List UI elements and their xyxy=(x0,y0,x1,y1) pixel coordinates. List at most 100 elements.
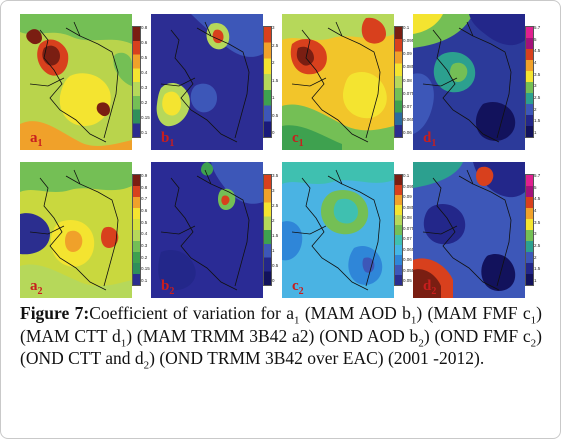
colorbar-tick-label: 1.5 xyxy=(272,233,279,238)
caption-text-1: Coefficient of variation for a xyxy=(89,303,294,323)
colorbar-tick-label: 4 xyxy=(534,60,537,65)
colorbar-tick-label: 0.4 xyxy=(141,70,148,75)
colorbar-tick-label: 1 xyxy=(272,248,275,253)
colorbar-tick-label: 0.09 xyxy=(403,51,412,57)
colorbar-tick-label: 2.5 xyxy=(534,243,541,248)
colorbar-tick-label: 0.2 xyxy=(141,254,148,260)
colorbar-tick-label: 5 xyxy=(534,184,537,190)
caption-sub-3: 1 xyxy=(530,314,537,327)
colorbar-tick-label: 2.5 xyxy=(534,95,541,100)
svg-text:c1: c1 xyxy=(292,130,304,149)
colorbar-tick-label: 3 xyxy=(534,83,537,89)
panel-c1: c1 0.1 0.095 0.09 0.085 0.08 0.075 0.07 0.065 0.… xyxy=(282,14,414,150)
colorbar-tick-label: 0.08 xyxy=(403,215,412,220)
colorbar-tick-label: 0.1 xyxy=(403,173,410,178)
map-d2: d2 xyxy=(413,162,525,298)
colorbar-tick-label: 0.15 xyxy=(141,115,150,120)
colorbar-tick-label: 3.5 xyxy=(272,173,279,178)
colorbar-tick-label: 0.085 xyxy=(403,64,415,70)
colorbar-tick-label: 4.5 xyxy=(534,48,541,54)
colorbar-tick-label: 1 xyxy=(272,95,275,100)
colorbar-tick-label: 0 xyxy=(272,278,275,283)
colorbar-b2 xyxy=(263,174,272,286)
colorbar-tick-label: 0.2 xyxy=(141,100,148,105)
colorbar-tick-label: 3 xyxy=(272,188,275,193)
colorbar-c1 xyxy=(394,26,403,138)
colorbar-tick-label: 0.3 xyxy=(141,243,148,248)
caption-text-5: ) (MAM TRMM 3B42 a2) (OND AOD b xyxy=(126,325,419,346)
colorbar-tick-label: 0.075 xyxy=(403,90,415,96)
panel-a2: a2 0.9 0.8 0.7 0.6 0.5 0.4 0.3 0.2 0.15 0.1 xyxy=(20,162,150,298)
panel-d2: d2 5.7 5 4.5 4 3.5 3 2.5 2 1.5 1 xyxy=(413,162,541,298)
colorbar-tick-label: 3 xyxy=(272,25,275,30)
colorbar-tick-label: 0.8 xyxy=(141,25,148,30)
caption-label: Figure 7: xyxy=(20,303,90,323)
caption-sub-5: 2 xyxy=(418,337,424,349)
panel-c2: c2 0.1 0.095 0.09 0.085 0.08 0.075 0.07 0.065 0.… xyxy=(282,162,414,298)
colorbar-tick-label: 0.1 xyxy=(403,25,410,30)
colorbar-tick-label: 0.08 xyxy=(403,77,412,83)
colorbar-tick-label: 1 xyxy=(534,278,537,283)
caption-text-8: ) (OND TRMM 3B42 over EAC) (2001 -2012). xyxy=(149,348,485,368)
panel-a1: a1 0.8 0.6 0.5 0.4 0.3 0.2 0.15 0.1 xyxy=(20,14,150,150)
colorbar-tick-label: 0.8 xyxy=(141,184,148,190)
colorbar-c2 xyxy=(394,174,403,286)
colorbar-a1 xyxy=(132,26,141,138)
caption-text-3: ) (MAM FMF c xyxy=(416,303,531,323)
colorbar-tick-label: 0.095 xyxy=(403,38,415,44)
panel-b2: b2 3.5 3 2.5 2 1.5 1 0.5 0 xyxy=(151,162,279,298)
colorbar-tick-label: 4 xyxy=(534,208,537,213)
colorbar-tick-label: 3.5 xyxy=(534,71,541,77)
colorbar-tick-label: 2 xyxy=(272,60,275,65)
colorbar-tick-label: 1.5 xyxy=(272,77,279,83)
colorbar-tick-label: 3 xyxy=(534,231,537,237)
colorbar-tick-label: 0.6 xyxy=(141,208,148,213)
caption-text-6: ) (OND FMF c xyxy=(423,325,531,346)
figure-caption: Figure 7:Coefficient of variation for a 1… xyxy=(20,302,542,372)
caption-sub-7: 2 xyxy=(143,359,150,372)
colorbar-tick-label: 2 xyxy=(272,218,275,223)
figure-7-map-grid: a1 0.8 0.6 0.5 0.4 0.3 0.2 0.15 0.1 b1 3 2.5 2 1.5… xyxy=(20,14,542,298)
panel-b1: b1 3 2.5 2 1.5 1 0.5 0 xyxy=(151,14,279,150)
map-a2: a2 xyxy=(20,162,132,298)
colorbar-tick-label: 0.9 xyxy=(141,173,148,178)
colorbar-tick-label: 0.5 xyxy=(272,263,279,268)
colorbar-d1 xyxy=(525,26,534,138)
colorbar-a2 xyxy=(132,174,141,286)
colorbar-tick-label: 0.5 xyxy=(272,112,279,118)
colorbar-tick-label: 5.7 xyxy=(534,173,541,178)
caption-text-4: ) (MAM CTT d xyxy=(20,303,542,346)
colorbar-tick-label: 4.5 xyxy=(534,196,541,202)
caption-sub-2: 1 xyxy=(410,314,417,327)
colorbar-tick-label: 2 xyxy=(534,106,537,112)
colorbar-tick-label: 1.5 xyxy=(534,118,541,124)
map-a1: a1 xyxy=(20,14,132,150)
panel-d1: d1 5.7 5 4.5 4 3.5 3 2.5 2 1.5 1 xyxy=(413,14,541,150)
map-d1: d1 xyxy=(413,14,525,150)
colorbar-tick-label: 3.5 xyxy=(534,219,541,225)
colorbar-tick-label: 0.3 xyxy=(141,85,148,90)
map-c1: c1 xyxy=(282,14,394,150)
colorbar-tick-label: 0.7 xyxy=(141,196,148,202)
colorbar-tick-label: 0.05 xyxy=(403,278,412,283)
colorbar-tick-label: 0 xyxy=(272,130,275,135)
colorbar-tick-label: 0.1 xyxy=(141,278,148,283)
colorbar-tick-label: 0.5 xyxy=(141,55,148,60)
colorbar-tick-label: 0.15 xyxy=(141,266,150,272)
colorbar-tick-label: 0.075 xyxy=(403,225,415,231)
colorbar-tick-label: 0.07 xyxy=(403,103,412,109)
map-b1: b1 xyxy=(151,14,263,150)
colorbar-b1 xyxy=(263,26,272,138)
colorbar-tick-label: 2.5 xyxy=(272,42,279,48)
svg-text:c2: c2 xyxy=(292,278,304,297)
colorbar-tick-label: 1 xyxy=(534,130,537,135)
colorbar-tick-label: 0.065 xyxy=(403,116,415,122)
caption-sub-6: 2 xyxy=(530,337,537,349)
colorbar-tick-label: 0.5 xyxy=(141,219,148,225)
colorbar-tick-label: 0.6 xyxy=(141,40,148,45)
colorbar-tick-label: 0.4 xyxy=(141,231,148,237)
colorbar-tick-label: 1.5 xyxy=(534,266,541,272)
colorbar-tick-label: 5.7 xyxy=(534,25,541,30)
map-c2: c2 xyxy=(282,162,394,298)
caption-sub-4: 1 xyxy=(120,337,127,349)
